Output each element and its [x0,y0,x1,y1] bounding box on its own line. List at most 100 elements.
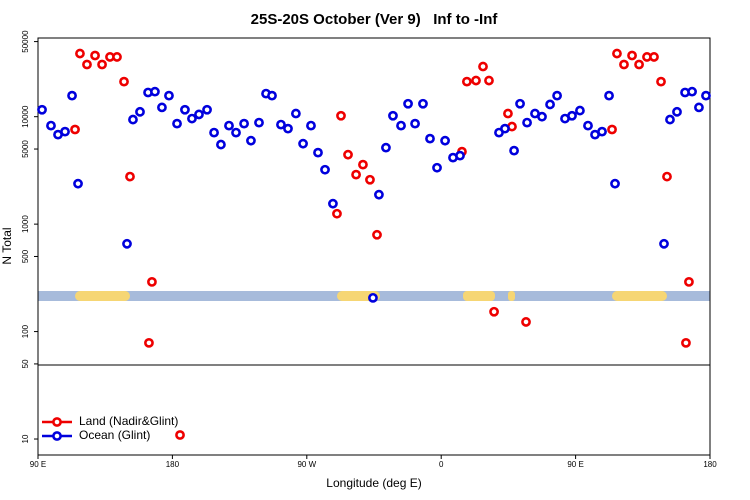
point [515,98,525,109]
point [607,124,617,135]
point [150,86,160,97]
y-tick-label: 500 [21,249,30,263]
point [552,90,562,101]
point [597,126,607,137]
point [388,110,398,121]
point [73,178,83,189]
point [135,106,145,117]
point [351,169,361,180]
plot-frame [37,37,711,456]
legend-label: Land (Nadir&Glint) [79,414,178,428]
point [144,337,154,348]
chart-title: 25S-20S October (Ver 9) Inf to -Inf [251,11,499,28]
point [328,198,338,209]
point [665,114,675,125]
point [649,52,659,62]
point [172,118,182,129]
legend-marker [52,417,62,427]
point [418,98,428,109]
point [500,123,510,134]
point [157,102,167,113]
x-tick-label: 180 [166,460,180,469]
point [522,117,532,128]
point [471,75,481,86]
point [332,208,342,219]
point [396,120,406,131]
point [656,76,666,87]
x-axis-label: Longitude (deg E) [326,476,421,490]
point [672,106,682,117]
x-tick-label: 90 E [30,460,46,469]
point [90,50,100,61]
point [634,59,644,70]
point [694,102,704,113]
point [46,120,56,131]
point [320,164,330,175]
point [37,104,47,115]
point [461,76,472,87]
point [701,90,711,101]
legend-label: Ocean (Glint) [79,428,150,442]
point [128,114,138,125]
point [70,124,80,135]
y-tick-label: 10 [21,434,30,443]
point [583,120,593,131]
point [567,110,577,121]
point [202,104,212,115]
point [180,104,190,115]
y-tick-label: 10000 [21,105,30,128]
y-tick-label: 50000 [21,30,30,53]
point [489,306,499,317]
point [194,109,204,120]
y-tick-label: 50 [21,359,30,368]
point [298,138,308,149]
point [484,75,494,86]
x-tick-label: 0 [439,460,444,469]
point [125,171,135,182]
point [60,126,70,137]
point [381,142,391,153]
x-tick-label: 90 E [567,460,583,469]
point [358,159,368,170]
point [75,48,85,59]
x-tick-label: 90 W [297,460,316,469]
point [604,90,614,101]
point [283,123,293,134]
point [509,145,519,156]
point [267,90,277,101]
point [659,238,669,249]
point [681,337,691,348]
point [610,178,620,189]
point [313,147,323,158]
point [67,90,77,101]
point [119,76,129,87]
point [147,276,157,287]
point [239,118,249,129]
point [122,238,132,249]
legend-marker [52,431,62,441]
point [343,149,353,160]
point [503,108,513,119]
point [374,189,384,200]
point [455,150,465,161]
point [336,110,346,121]
point [216,139,226,150]
point [231,127,241,138]
point [521,317,531,327]
point [662,171,672,182]
y-tick-label: 5000 [21,140,30,158]
point [537,111,547,122]
point [684,276,694,287]
point [627,50,637,61]
point [209,127,219,138]
point [246,135,256,146]
point [276,119,286,130]
point [403,98,413,109]
point [410,118,420,129]
point [425,133,435,144]
point [368,292,378,303]
point [97,59,107,70]
point [175,430,185,440]
point [478,61,488,72]
